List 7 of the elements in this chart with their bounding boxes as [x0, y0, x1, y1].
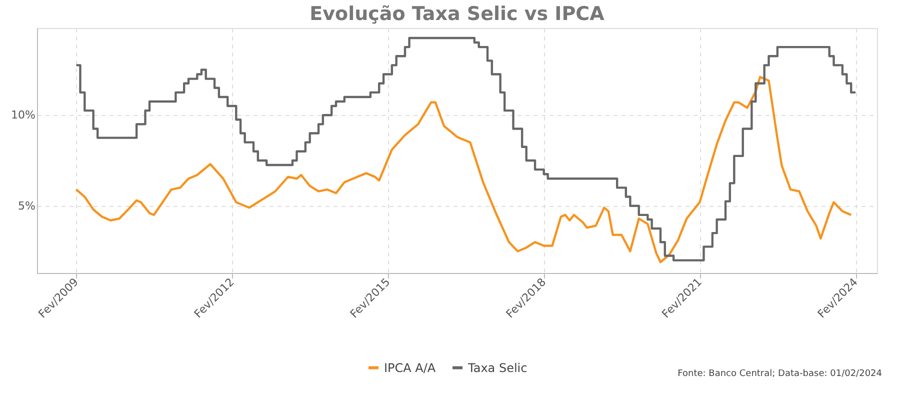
y-tick-label: 10% — [11, 108, 36, 122]
y-tick-label: 5% — [18, 199, 36, 212]
chart-title: Evolução Taxa Selic vs IPCA — [310, 3, 605, 25]
legend-label: IPCA A/A — [384, 360, 436, 375]
legend-label: Taxa Selic — [467, 360, 528, 375]
source-note: Fonte: Banco Central; Data-base: 01/02/2024 — [678, 369, 882, 379]
line-series — [75, 76, 852, 264]
